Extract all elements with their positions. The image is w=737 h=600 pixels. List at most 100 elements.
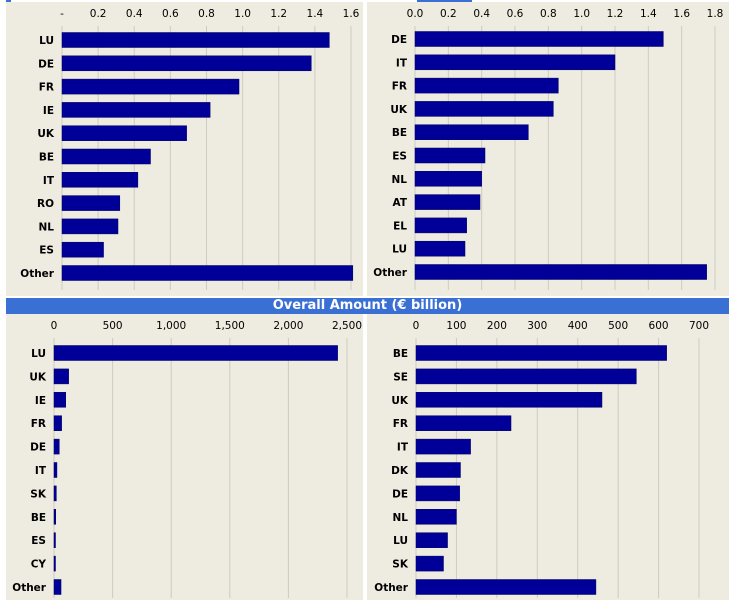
bar: [61, 102, 211, 118]
category-label: RO: [37, 198, 54, 210]
x-tick-label: 0: [413, 320, 420, 332]
category-label: BE: [393, 348, 408, 360]
x-tick-label: 1.0: [573, 8, 590, 20]
category-label: Other: [20, 268, 55, 280]
category-label: FR: [39, 82, 54, 94]
category-label: IT: [43, 175, 55, 187]
x-tick-label: 1.8: [707, 8, 724, 20]
category-label: FR: [392, 81, 407, 93]
bar: [53, 345, 338, 361]
category-label: ES: [31, 535, 46, 547]
category-label: Other: [373, 267, 408, 279]
bar: [53, 485, 57, 502]
bar: [415, 509, 457, 525]
bar: [415, 345, 667, 361]
x-tick-label: -: [60, 8, 64, 20]
x-tick-label: 1.6: [673, 8, 690, 20]
bar: [53, 438, 60, 455]
x-tick-label: 500: [608, 320, 628, 332]
category-label: IE: [43, 105, 54, 117]
x-tick-label: 1.2: [607, 8, 624, 20]
category-label: DE: [392, 488, 408, 500]
x-tick-label: 500: [103, 320, 123, 332]
bar: [415, 392, 603, 408]
bar: [61, 148, 151, 165]
x-tick-label: 1,500: [215, 320, 245, 332]
chart-svg: 0 500 1,000 1,500 2,000 2,500 LU UK IE FR DE IT SK BE…: [12, 320, 362, 598]
bar: [414, 124, 529, 140]
bar: [61, 218, 119, 235]
bar: [53, 532, 56, 548]
category-label: IE: [35, 395, 46, 407]
bar: [414, 171, 482, 187]
category-label: LU: [393, 535, 408, 547]
bar: [414, 194, 481, 210]
bar: [414, 77, 559, 94]
x-tick-label: 0.6: [162, 8, 179, 20]
x-tick-label: 0.4: [126, 8, 143, 20]
x-tick-label: 1.6: [343, 8, 360, 20]
chart-panel-bottom-left: 0 500 1,000 1,500 2,000 2,500 LU UK IE FR DE IT SK BE…: [6, 314, 363, 600]
category-label: UK: [37, 128, 55, 140]
bar: [415, 485, 460, 502]
bar: [415, 532, 448, 548]
category-label: ES: [392, 151, 407, 163]
x-tick-label: 200: [487, 320, 507, 332]
x-tick-label: 1,000: [156, 320, 186, 332]
x-tick-label: 0.0: [407, 8, 424, 20]
bar: [53, 392, 66, 408]
category-label: LU: [392, 244, 407, 256]
category-label: UK: [29, 371, 47, 383]
top-accent-right: [417, 0, 472, 2]
bar: [61, 32, 330, 48]
category-label: CY: [31, 559, 47, 571]
bar: [53, 509, 57, 525]
chart-svg: 0 100 200 300 400 500 600 700 BE SE UK FR IT DK DE NL LU…: [374, 320, 709, 598]
bar: [414, 217, 467, 234]
category-label: LU: [39, 35, 54, 47]
bar: [61, 78, 240, 95]
bar: [415, 438, 471, 455]
bar: [53, 579, 62, 595]
bar: [415, 415, 512, 431]
bar: [53, 368, 69, 385]
category-label: BE: [31, 512, 46, 524]
category-label: NL: [392, 174, 408, 186]
chart-panel-top-left: - 0.2 0.4 0.6 0.8 1.0 1.2 1.4 1.6 LU DE FR IE UK BE IT R…: [6, 2, 363, 296]
chart-panel-bottom-right: 0 100 200 300 400 500 600 700 BE SE UK FR IT DK DE NL LU…: [367, 314, 729, 600]
x-tick-label: 0.8: [198, 8, 215, 20]
chart-svg: 0.0 0.2 0.4 0.6 0.8 1.0 1.2 1.4 1.6 1.8 DE IT FR UK BE…: [373, 8, 724, 290]
x-tick-label: 0.8: [540, 8, 557, 20]
category-label: SK: [30, 488, 47, 500]
x-tick-label: 1.4: [640, 8, 657, 20]
x-tick-label: 1.2: [270, 8, 287, 20]
chart-panel-top-right: 0.0 0.2 0.4 0.6 0.8 1.0 1.2 1.4 1.6 1.8 DE IT FR UK BE…: [367, 2, 729, 296]
category-label: EL: [393, 220, 407, 232]
x-tick-label: 700: [689, 320, 709, 332]
category-label: FR: [31, 418, 46, 430]
bar: [415, 579, 597, 595]
bar: [61, 172, 139, 188]
category-label: ES: [39, 245, 54, 257]
bar: [415, 462, 461, 478]
bar: [53, 462, 58, 478]
x-tick-label: 2,000: [273, 320, 303, 332]
category-label: FR: [393, 418, 408, 430]
category-label: UK: [391, 395, 409, 407]
chart-svg: - 0.2 0.4 0.6 0.8 1.0 1.2 1.4 1.6 LU DE FR IE UK BE IT R…: [20, 8, 360, 290]
x-tick-label: 600: [649, 320, 669, 332]
bar: [414, 264, 707, 280]
category-label: NL: [39, 221, 55, 233]
category-label: DK: [391, 465, 409, 477]
bar: [61, 195, 121, 211]
category-label: Other: [12, 582, 47, 594]
bar: [61, 241, 104, 258]
category-label: DE: [38, 58, 54, 70]
x-tick-label: 300: [527, 320, 547, 332]
category-label: LU: [31, 348, 46, 360]
bar: [414, 54, 616, 71]
x-tick-label: 0: [51, 320, 58, 332]
bar: [414, 147, 486, 164]
category-label: DE: [391, 34, 407, 46]
category-label: BE: [39, 152, 54, 164]
